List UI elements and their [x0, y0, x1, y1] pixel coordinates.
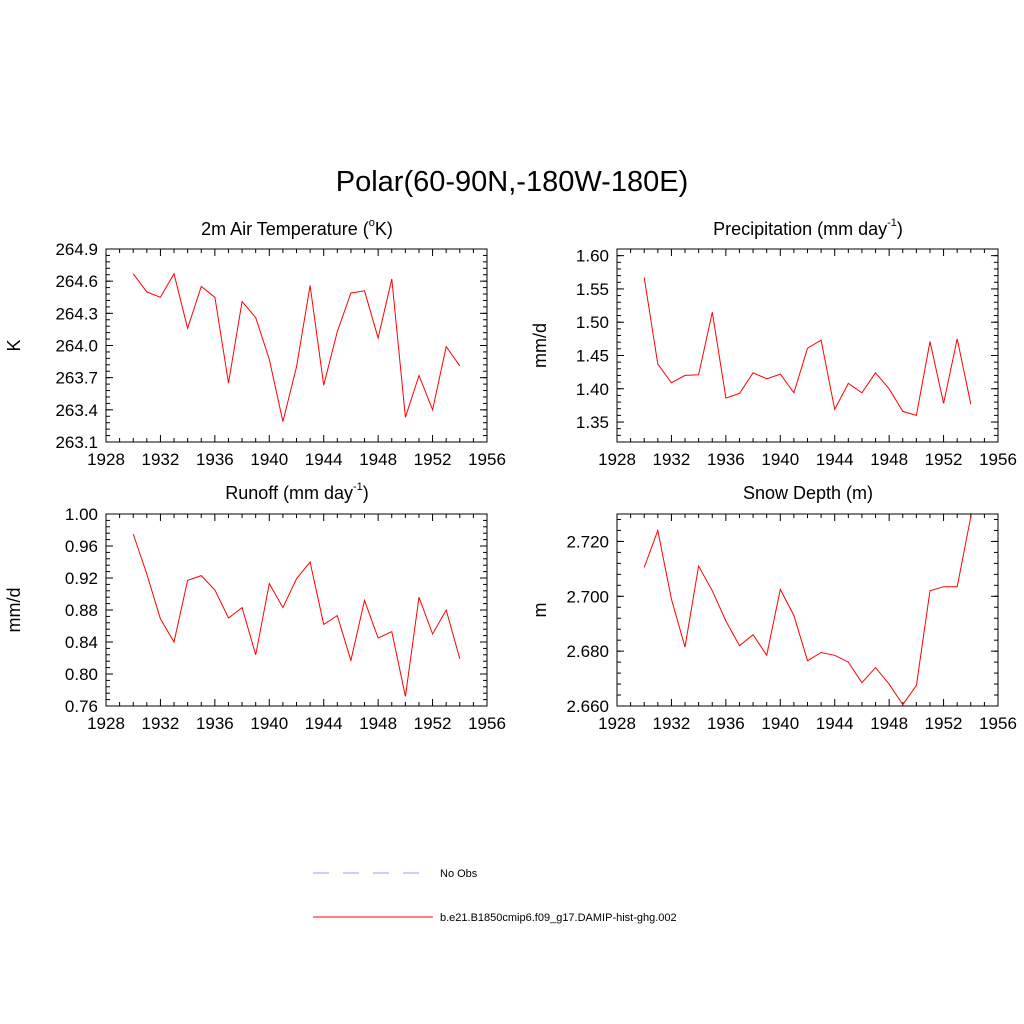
x-tick-label: 1936: [196, 714, 234, 733]
legend-label-model: b.e21.B1850cmip6.f09_g17.DAMIP-hist-ghg.…: [440, 912, 677, 924]
y-tick-label: 1.40: [576, 380, 609, 399]
x-tick-label: 1940: [250, 450, 288, 469]
panel-runoff: 1928 1932 1936 1940 1944 1948 1952 1956 0.76 0.80…: [4, 505, 506, 733]
y-tick-label: 0.96: [65, 537, 98, 556]
x-tick-label: 1936: [707, 450, 745, 469]
y-tick-label: 264.3: [55, 304, 98, 323]
y-tick-label: 1.50: [576, 313, 609, 332]
x-tick-label: 1952: [414, 450, 452, 469]
x-tick-label: 1932: [142, 714, 180, 733]
y-tick-label: 1.45: [576, 346, 609, 365]
y-tick-label: 263.1: [55, 433, 98, 452]
panel-title-precipitation: Precipitation (mm day-1): [713, 217, 903, 239]
y-tick-label: 263.4: [55, 401, 98, 420]
x-tick-label: 1948: [359, 450, 397, 469]
x-tick-label: 1932: [653, 714, 691, 733]
y-tick-label: 0.80: [65, 665, 98, 684]
y-tick-label: 2.700: [566, 587, 609, 606]
series-line: [132, 272, 461, 422]
y-tick-label: 264.9: [55, 240, 98, 259]
x-tick-label: 1928: [598, 714, 636, 733]
x-tick-label: 1952: [925, 714, 963, 733]
series-line: [643, 277, 972, 417]
x-tick-label: 1956: [979, 714, 1017, 733]
main-title: Polar(60-90N,-180W-180E): [335, 166, 689, 198]
plot-frame: [105, 248, 488, 443]
y-tick-label: 1.00: [65, 505, 98, 524]
x-tick-label: 1932: [142, 450, 180, 469]
x-tick-label: 1944: [816, 714, 854, 733]
y-tick-label: 0.92: [65, 569, 98, 588]
panel-precipitation: 1928 1932 1936 1940 1944 1948 1952 1956 1.35 1.40…: [530, 247, 1017, 469]
plot-frame: [616, 248, 999, 443]
x-tick-label: 1940: [250, 714, 288, 733]
x-tick-label: 1940: [761, 714, 799, 733]
y-tick-label: 1.35: [576, 413, 609, 432]
x-tick-label: 1936: [196, 450, 234, 469]
x-tick-label: 1952: [925, 450, 963, 469]
panel-title-air-temperature: 2m Air Temperature (oK): [201, 217, 393, 239]
x-tick-label: 1944: [305, 450, 343, 469]
x-tick-label: 1952: [414, 714, 452, 733]
plot-frame: [105, 513, 488, 707]
panel-snow-depth: 1928 1932 1936 1940 1944 1948 1952 1956 2.660 2.6…: [530, 513, 1017, 733]
legend-label-no-obs: No Obs: [440, 868, 478, 880]
x-tick-label: 1956: [468, 714, 506, 733]
y-tick-label: 0.76: [65, 697, 98, 716]
x-tick-label: 1948: [359, 714, 397, 733]
x-tick-label: 1928: [598, 450, 636, 469]
legend: No Obs b.e21.B1850cmip6.f09_g17.DAMIP-his…: [313, 868, 677, 924]
y-tick-label: 264.6: [55, 272, 98, 291]
y-axis-label: mm/d: [530, 323, 550, 368]
panel-title-snow-depth: Snow Depth (m): [742, 483, 874, 503]
series-line: [643, 516, 972, 706]
x-tick-label: 1948: [870, 714, 908, 733]
y-tick-label: 0.88: [65, 601, 98, 620]
y-tick-label: 2.720: [566, 532, 609, 551]
y-axis-label: K: [4, 339, 24, 351]
x-tick-label: 1956: [468, 450, 506, 469]
x-tick-label: 1944: [816, 450, 854, 469]
x-tick-label: 1936: [707, 714, 745, 733]
y-tick-label: 1.55: [576, 280, 609, 299]
panel-title-runoff: Runoff (mm day-1): [225, 481, 369, 503]
y-tick-label: 264.0: [55, 337, 98, 356]
x-tick-label: 1940: [761, 450, 799, 469]
y-tick-label: 1.60: [576, 247, 609, 266]
x-tick-label: 1948: [870, 450, 908, 469]
y-tick-label: 2.660: [566, 697, 609, 716]
panel-air-temperature: 1928 1932 1936 1940 1944 1948 1952 1956 263.1 263…: [4, 240, 506, 469]
x-tick-label: 1928: [87, 714, 125, 733]
x-tick-label: 1956: [979, 450, 1017, 469]
y-tick-label: 2.680: [566, 642, 609, 661]
x-tick-label: 1944: [305, 714, 343, 733]
x-tick-label: 1928: [87, 450, 125, 469]
y-tick-label: 0.84: [65, 633, 98, 652]
y-tick-label: 263.7: [55, 369, 98, 388]
y-axis-label: m: [530, 603, 550, 618]
x-tick-label: 1932: [653, 450, 691, 469]
y-axis-label: mm/d: [4, 588, 24, 633]
series-line: [132, 533, 461, 697]
